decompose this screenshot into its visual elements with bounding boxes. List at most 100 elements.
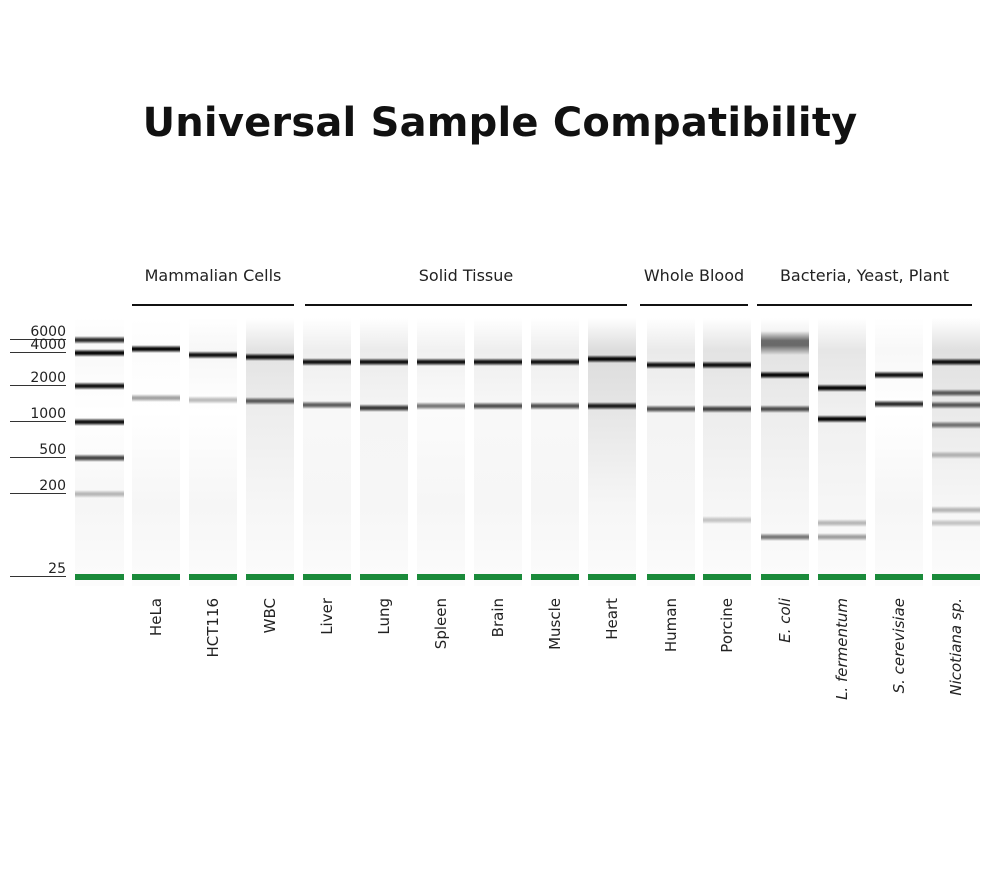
marker-band-25bp [75, 574, 124, 580]
lane-hct116 [189, 318, 237, 586]
band [875, 371, 923, 380]
ladder-lane [75, 318, 124, 586]
band [761, 405, 809, 414]
ladder-label: 500 [10, 443, 66, 458]
band [189, 351, 237, 360]
lane-s-cerevisiae [875, 318, 923, 586]
band [417, 358, 465, 367]
lane-l-fermentum [818, 318, 866, 586]
band [932, 505, 980, 514]
band [588, 355, 636, 364]
marker-band-25bp [189, 574, 237, 580]
ladder-label: 2000 [10, 371, 66, 386]
band [531, 402, 579, 411]
lane-muscle [531, 318, 579, 586]
lane-nicotiana-sp- [932, 318, 980, 586]
band [531, 358, 579, 367]
marker-band-25bp [647, 574, 695, 580]
group-divider [640, 304, 748, 306]
ladder-label: 6000 [10, 325, 66, 340]
band [932, 401, 980, 410]
band [647, 405, 695, 414]
lane-hela [132, 318, 180, 586]
band [932, 388, 980, 397]
band [132, 345, 180, 354]
lane-spleen [417, 318, 465, 586]
group-divider [132, 304, 294, 306]
band [360, 358, 408, 367]
band [189, 395, 237, 404]
band [932, 450, 980, 459]
group-label: Solid Tissue [418, 266, 514, 285]
lane-e-coli [761, 318, 809, 586]
band [303, 358, 351, 367]
lane-label: HeLa [147, 598, 165, 637]
marker-band-25bp [761, 574, 809, 580]
lane-heart [588, 318, 636, 586]
band [647, 361, 695, 370]
band [703, 405, 751, 414]
band [703, 515, 751, 524]
group-label: Bacteria, Yeast, Plant [779, 266, 950, 285]
ladder-label: 4000 [10, 338, 66, 353]
band [761, 533, 809, 542]
band [360, 403, 408, 412]
band [932, 519, 980, 528]
lane-label: Porcine [718, 598, 736, 653]
marker-band-25bp [303, 574, 351, 580]
group-label: Mammalian Cells [144, 266, 282, 285]
group-divider [757, 304, 972, 306]
band [703, 361, 751, 370]
marker-band-25bp [875, 574, 923, 580]
marker-band-25bp [531, 574, 579, 580]
marker-band-25bp [417, 574, 465, 580]
marker-band-25bp [246, 574, 294, 580]
lane-human [647, 318, 695, 586]
band [818, 383, 866, 392]
band [75, 336, 124, 344]
band [246, 352, 294, 361]
marker-band-25bp [360, 574, 408, 580]
band [818, 533, 866, 542]
band [818, 414, 866, 423]
band [818, 519, 866, 528]
lane-label: Liver [318, 598, 336, 635]
lane-label: Heart [603, 598, 621, 640]
ladder-label: 25 [10, 562, 66, 577]
lane-label: S. cerevisiae [890, 598, 908, 694]
lane-porcine [703, 318, 751, 586]
lane-liver [303, 318, 351, 586]
group-bacteria-yeast-plant: Bacteria, Yeast, Plant [757, 266, 972, 306]
marker-band-25bp [474, 574, 522, 580]
group-whole-blood: Whole Blood [640, 266, 748, 306]
marker-band-25bp [132, 574, 180, 580]
band [303, 401, 351, 410]
marker-band-25bp [703, 574, 751, 580]
band [75, 382, 124, 390]
group-divider [305, 304, 627, 306]
group-solid-tissue: Solid Tissue [305, 266, 627, 306]
band [132, 393, 180, 402]
ladder-label: 1000 [10, 407, 66, 422]
band [75, 490, 124, 498]
group-label: Whole Blood [643, 266, 745, 285]
lane-label: HCT116 [204, 598, 222, 658]
band [932, 420, 980, 429]
lane-wbc [246, 318, 294, 586]
lane-label: E. coli [776, 598, 794, 643]
marker-band-25bp [588, 574, 636, 580]
lane-label: L. fermentum [833, 598, 851, 700]
band [474, 402, 522, 411]
marker-band-25bp [818, 574, 866, 580]
lane-label: Spleen [432, 598, 450, 650]
band [932, 358, 980, 367]
band [75, 349, 124, 357]
band [246, 396, 294, 405]
band [75, 454, 124, 462]
lane-label: Human [662, 598, 680, 653]
lane-label: Lung [375, 598, 393, 635]
group-mammalian-cells: Mammalian Cells [132, 266, 294, 306]
band [875, 400, 923, 409]
band [75, 418, 124, 426]
lane-brain [474, 318, 522, 586]
